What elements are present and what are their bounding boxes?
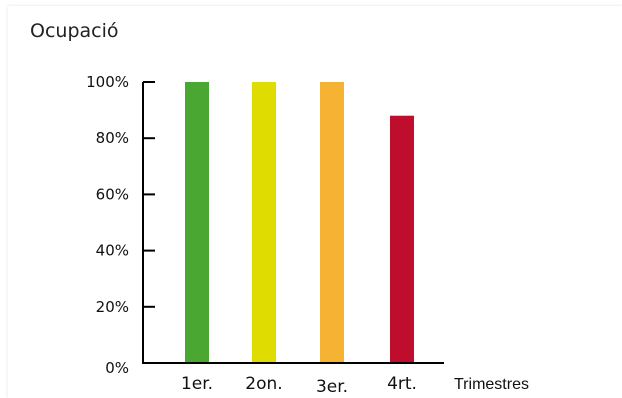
x-axis-categories: 1er. 2on. 3er. 4rt. (181, 374, 417, 397)
y-tick-label: 80% (96, 129, 129, 147)
y-tick-label: 100% (86, 73, 129, 91)
x-tick-label: 2on. (245, 374, 282, 394)
chart-title: Ocupació (30, 20, 119, 42)
chart-panel (8, 6, 622, 398)
y-axis-ticks: 0% 20% 40% 60% 80% 100% (86, 73, 155, 377)
x-tick-label: 1er. (181, 374, 213, 394)
bar-3 (320, 82, 344, 363)
bar-2 (252, 82, 276, 363)
bar-1 (185, 82, 209, 363)
bars (185, 82, 414, 363)
x-axis-label: Trimestres (454, 376, 529, 393)
x-tick-label: 3er. (316, 377, 348, 397)
y-tick-label: 0% (105, 359, 129, 377)
y-tick-label: 40% (96, 242, 129, 260)
y-tick-label: 60% (96, 185, 129, 203)
y-tick-label: 20% (96, 298, 129, 316)
x-tick-label: 4rt. (387, 374, 417, 394)
bar-4 (390, 115, 414, 363)
